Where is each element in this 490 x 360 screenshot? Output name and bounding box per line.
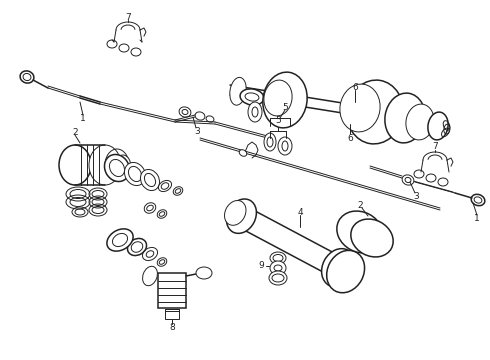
- Text: 3: 3: [194, 126, 200, 135]
- Ellipse shape: [245, 93, 259, 101]
- Ellipse shape: [143, 247, 158, 261]
- Ellipse shape: [144, 203, 156, 213]
- Ellipse shape: [263, 72, 307, 128]
- Text: 5: 5: [282, 103, 288, 112]
- Ellipse shape: [321, 249, 356, 287]
- Ellipse shape: [474, 197, 482, 203]
- Ellipse shape: [23, 73, 31, 81]
- Ellipse shape: [278, 137, 292, 155]
- Ellipse shape: [195, 112, 205, 120]
- Ellipse shape: [240, 89, 264, 105]
- Ellipse shape: [248, 102, 262, 122]
- Text: 8: 8: [169, 323, 175, 332]
- Ellipse shape: [196, 267, 212, 279]
- Ellipse shape: [385, 93, 425, 143]
- Ellipse shape: [471, 194, 485, 206]
- Ellipse shape: [112, 233, 127, 247]
- Text: 5: 5: [275, 116, 281, 125]
- Ellipse shape: [89, 145, 121, 185]
- Ellipse shape: [264, 133, 276, 151]
- Ellipse shape: [157, 258, 167, 266]
- Ellipse shape: [406, 104, 434, 140]
- Bar: [158, 273, 186, 307]
- Ellipse shape: [182, 109, 188, 114]
- Ellipse shape: [206, 116, 214, 122]
- Ellipse shape: [340, 84, 380, 132]
- Ellipse shape: [239, 150, 247, 156]
- Bar: [236, 207, 343, 278]
- Bar: [165, 309, 179, 319]
- Ellipse shape: [347, 80, 403, 144]
- Ellipse shape: [107, 229, 133, 251]
- Ellipse shape: [337, 211, 383, 253]
- Ellipse shape: [179, 107, 191, 117]
- Ellipse shape: [230, 77, 246, 105]
- Ellipse shape: [157, 210, 167, 218]
- Ellipse shape: [124, 162, 146, 185]
- Ellipse shape: [270, 261, 286, 275]
- Ellipse shape: [59, 145, 91, 185]
- Text: 6: 6: [347, 134, 353, 143]
- Text: 4: 4: [297, 207, 303, 216]
- Text: 1: 1: [80, 113, 86, 122]
- Ellipse shape: [104, 154, 129, 181]
- Text: 7: 7: [125, 13, 131, 22]
- Text: 6: 6: [352, 82, 358, 91]
- Ellipse shape: [264, 80, 292, 116]
- Ellipse shape: [402, 175, 414, 185]
- Ellipse shape: [115, 155, 131, 179]
- Ellipse shape: [226, 199, 256, 233]
- Ellipse shape: [428, 112, 448, 140]
- Ellipse shape: [224, 201, 246, 225]
- Ellipse shape: [327, 251, 365, 293]
- Ellipse shape: [269, 271, 287, 285]
- Ellipse shape: [270, 252, 286, 264]
- Ellipse shape: [20, 71, 34, 83]
- Ellipse shape: [351, 219, 393, 257]
- Ellipse shape: [127, 238, 147, 256]
- Text: 9: 9: [258, 261, 264, 270]
- Text: 1: 1: [474, 213, 480, 222]
- Text: 3: 3: [413, 192, 419, 201]
- Ellipse shape: [141, 170, 160, 190]
- Ellipse shape: [173, 187, 183, 195]
- Text: 2: 2: [357, 201, 363, 210]
- Ellipse shape: [158, 180, 172, 192]
- Ellipse shape: [143, 266, 157, 286]
- Text: 7: 7: [432, 141, 438, 150]
- Text: 2: 2: [72, 127, 78, 136]
